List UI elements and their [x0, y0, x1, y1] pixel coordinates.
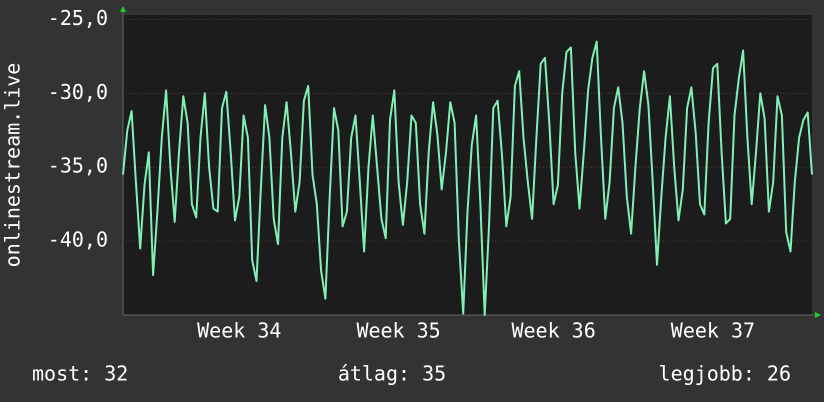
y-tick-label: -30,0 [48, 80, 108, 104]
y-tick-label: -40,0 [48, 228, 108, 252]
x-tick-label: Week 36 [511, 319, 595, 343]
stat-current: most: 32 [32, 362, 128, 386]
x-tick-label: Week 37 [671, 319, 755, 343]
x-tick-label: Week 34 [197, 319, 281, 343]
axis-arrow [815, 312, 821, 318]
y-tick-label: -25,0 [48, 6, 108, 30]
plot-area [123, 15, 812, 315]
x-tick-label: Week 35 [356, 319, 440, 343]
y-axis-label: onlinestream.live [1, 63, 25, 268]
axis-arrow [120, 6, 126, 12]
stat-average: átlag: 35 [338, 362, 446, 386]
stat-best: legjobb: 26 [659, 362, 791, 386]
y-tick-label: -35,0 [48, 154, 108, 178]
line [122, 40, 813, 316]
